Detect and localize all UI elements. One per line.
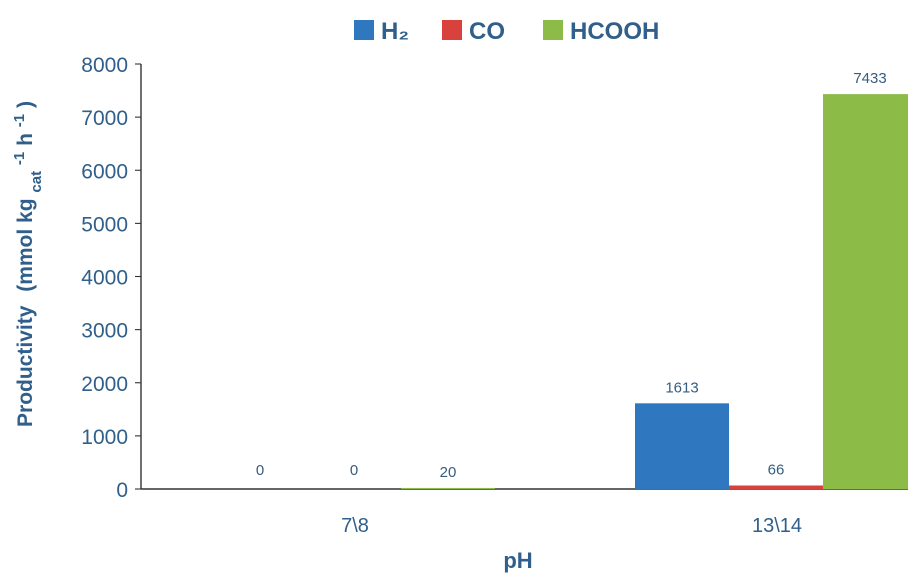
y-axis-unit-sub: cat (28, 171, 45, 193)
y-axis-title: Productivity (mmol kg cat -1 h -1 ) (11, 101, 45, 427)
x-axis-title: pH (503, 548, 532, 573)
y-tick-label-5000: 5000 (81, 213, 128, 236)
legend-swatch-h (354, 20, 374, 40)
bar-hcooh-13-14 (823, 94, 908, 489)
bars (401, 94, 908, 489)
y-tick-label-2000: 2000 (81, 373, 128, 396)
y-tick-label-0: 0 (116, 479, 128, 502)
legend-swatch-hcooh (543, 20, 563, 40)
svg-text:Productivity (mmol kg: Productivity (mmol kg cat -1 h -1 ) (11, 101, 45, 427)
y-axis-unit-prefix: (mmol kg (14, 198, 37, 291)
legend-item-co: CO (442, 18, 505, 45)
y-tick-label-7000: 7000 (81, 107, 128, 130)
data-label-h-13-14: 1613 (665, 379, 698, 396)
y-tick-label-4000: 4000 (81, 267, 128, 290)
legend: H₂ CO HCOOH (354, 18, 659, 45)
y-tick-label-1000: 1000 (81, 426, 128, 449)
legend-swatch-co (442, 20, 462, 40)
y-axis-unit-close: ) (14, 101, 37, 108)
data-labels: 0 0 20 1613 66 7433 (256, 70, 887, 481)
data-label-co-13-14: 66 (768, 461, 785, 478)
data-label-hcooh-7-8: 20 (440, 464, 457, 481)
bar-hcooh-7-8 (401, 487, 495, 489)
legend-item-hcooh: HCOOH (543, 18, 659, 45)
data-label-h-7-8: 0 (256, 462, 264, 479)
x-tick-label-13-14: 13\14 (752, 515, 802, 537)
y-tick-label-3000: 3000 (81, 320, 128, 343)
legend-label-co: CO (469, 18, 505, 45)
bar-h-13-14 (635, 403, 729, 489)
y-tick-label-8000: 8000 (81, 54, 128, 77)
bar-co-13-14 (729, 485, 823, 489)
legend-label-h: H₂ (381, 18, 409, 45)
y-axis-unit-sup-2: -1 (11, 114, 28, 127)
data-label-co-7-8: 0 (350, 462, 358, 479)
legend-label-hcooh: HCOOH (570, 18, 659, 45)
y-axis-unit-sup-1: -1 (11, 152, 28, 165)
x-tick-label-7-8: 7\8 (341, 515, 369, 537)
y-axis-main-label: Productivity (14, 305, 37, 427)
y-axis-unit-mid: h (14, 133, 37, 146)
y-tick-label-6000: 6000 (81, 160, 128, 183)
data-label-hcooh-13-14: 7433 (853, 70, 886, 87)
legend-item-h: H₂ (354, 18, 409, 45)
